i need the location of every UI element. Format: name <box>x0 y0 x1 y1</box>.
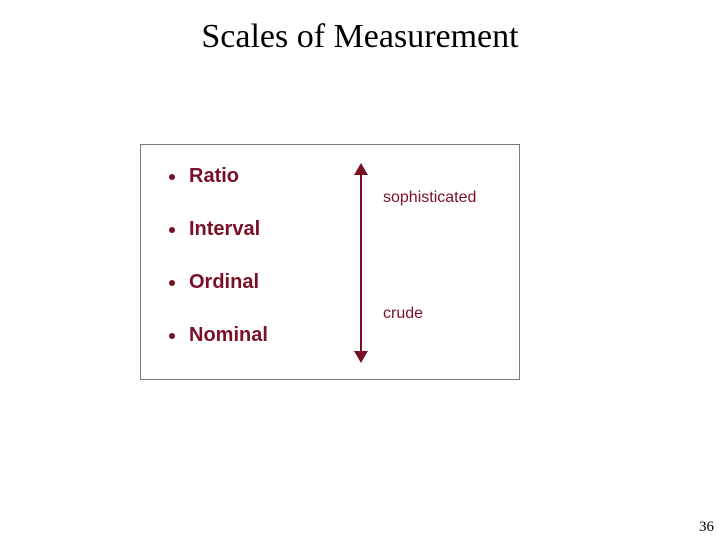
item-label: Nominal <box>189 324 268 347</box>
slide-title: Scales of Measurement <box>0 18 720 56</box>
list-item: Nominal <box>169 324 268 347</box>
scale-list: Ratio Interval Ordinal Nominal <box>169 165 268 347</box>
item-label: Interval <box>189 218 260 241</box>
item-label: Ordinal <box>189 271 259 294</box>
diagram-box: Ratio Interval Ordinal Nominal sophistic… <box>140 144 520 380</box>
page-number: 36 <box>699 519 714 536</box>
arrow-shaft <box>360 171 362 355</box>
list-item: Interval <box>169 218 268 241</box>
annotation-top: sophisticated <box>383 189 476 207</box>
bullet-icon <box>169 280 175 286</box>
bullet-icon <box>169 174 175 180</box>
bullet-icon <box>169 227 175 233</box>
list-item: Ordinal <box>169 271 268 294</box>
double-arrow-icon <box>351 163 371 363</box>
arrow-down-icon <box>354 351 368 363</box>
slide: Scales of Measurement Ratio Interval Ord… <box>0 0 720 540</box>
annotation-bottom: crude <box>383 305 423 323</box>
list-item: Ratio <box>169 165 268 188</box>
bullet-icon <box>169 333 175 339</box>
item-label: Ratio <box>189 165 239 188</box>
